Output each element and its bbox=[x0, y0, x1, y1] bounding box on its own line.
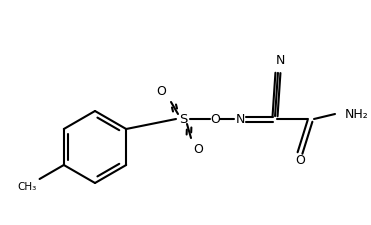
Text: CH₃: CH₃ bbox=[17, 181, 37, 191]
Text: N: N bbox=[235, 113, 245, 126]
Text: O: O bbox=[156, 85, 166, 98]
Text: S: S bbox=[179, 113, 187, 126]
Text: O: O bbox=[295, 154, 305, 167]
Text: N: N bbox=[275, 54, 285, 67]
Text: O: O bbox=[210, 113, 220, 126]
Text: NH₂: NH₂ bbox=[345, 108, 369, 121]
Text: O: O bbox=[193, 143, 203, 156]
